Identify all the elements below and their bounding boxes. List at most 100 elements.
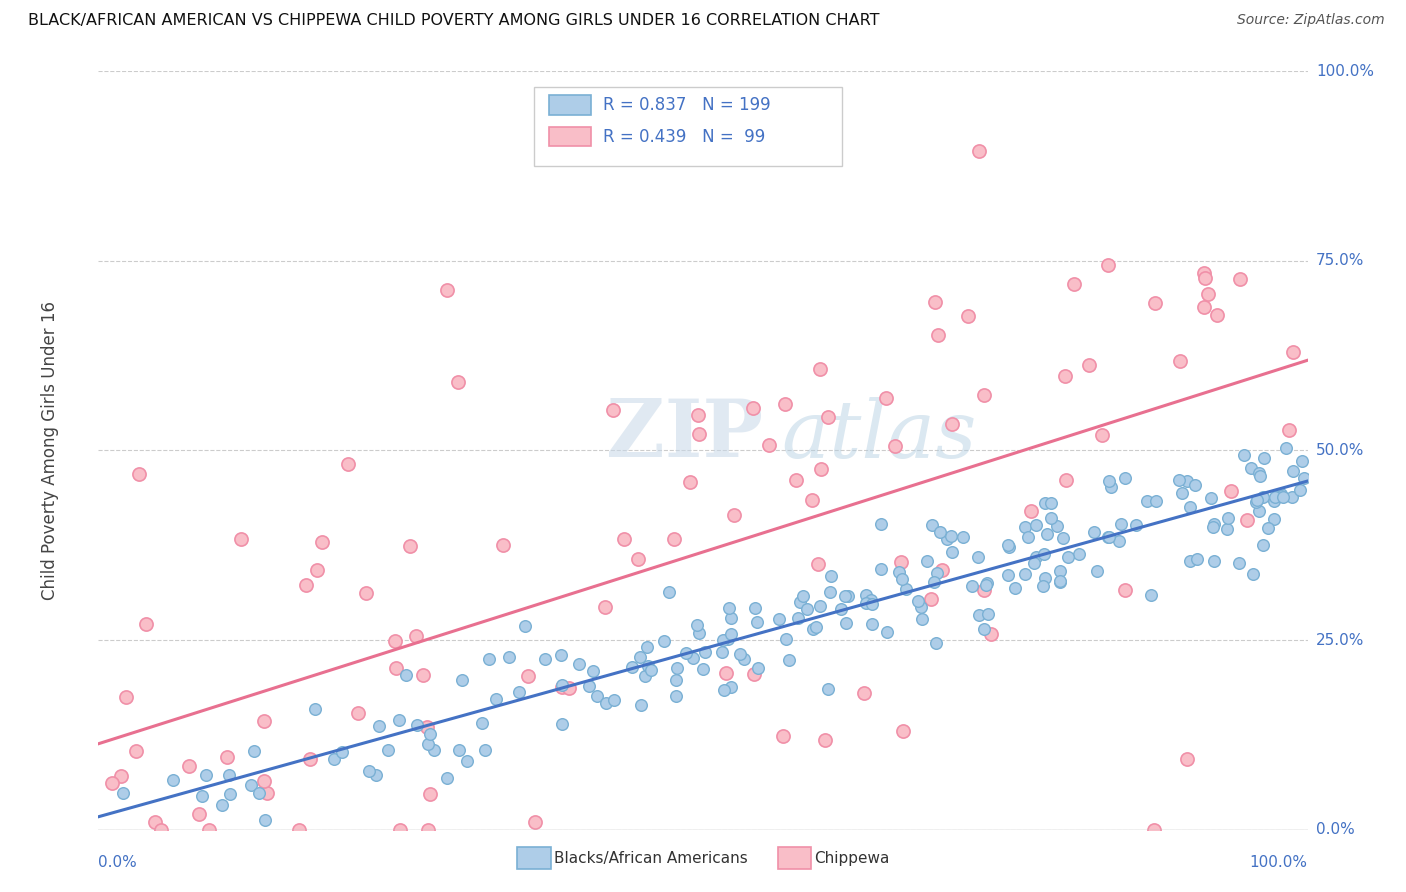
Point <box>730 647 752 661</box>
Point <box>1091 428 1114 442</box>
Point <box>447 743 470 757</box>
Point <box>834 589 856 603</box>
Point <box>613 532 636 546</box>
Point <box>717 600 740 615</box>
Point <box>723 508 745 523</box>
Point <box>179 759 201 773</box>
Point <box>498 650 520 665</box>
Text: BLACK/AFRICAN AMERICAN VS CHIPPEWA CHILD POVERTY AMONG GIRLS UNDER 16 CORRELATIO: BLACK/AFRICAN AMERICAN VS CHIPPEWA CHILD… <box>28 13 880 29</box>
Point <box>939 529 962 543</box>
Point <box>1178 500 1201 515</box>
Point <box>595 696 617 710</box>
Point <box>1227 557 1250 571</box>
Point <box>1114 582 1136 597</box>
Point <box>967 144 990 158</box>
Point <box>921 517 943 532</box>
Point <box>976 575 998 590</box>
Text: ZIP: ZIP <box>606 396 763 475</box>
Point <box>1249 469 1271 483</box>
Point <box>884 440 907 454</box>
Point <box>190 789 212 803</box>
Text: R = 0.837   N = 199: R = 0.837 N = 199 <box>603 95 770 113</box>
Point <box>229 532 252 546</box>
Point <box>1264 490 1286 504</box>
Point <box>855 588 877 602</box>
Point <box>288 822 311 837</box>
Point <box>399 540 422 554</box>
Point <box>389 822 412 837</box>
Point <box>758 438 780 452</box>
Point <box>688 426 710 441</box>
Point <box>808 362 831 376</box>
Point <box>891 724 914 739</box>
Point <box>997 568 1019 582</box>
Text: 0.0%: 0.0% <box>98 855 138 870</box>
Point <box>801 623 824 637</box>
Point <box>323 752 346 766</box>
Point <box>471 715 494 730</box>
Point <box>1111 516 1133 531</box>
Point <box>1202 520 1225 534</box>
Point <box>1049 565 1071 579</box>
Point <box>997 540 1019 554</box>
Point <box>1019 504 1042 518</box>
Point <box>1236 513 1258 527</box>
Point <box>1098 530 1121 544</box>
Point <box>810 462 832 476</box>
Point <box>354 586 377 600</box>
Point <box>813 733 835 747</box>
Point <box>457 755 479 769</box>
Point <box>657 584 679 599</box>
Point <box>1017 530 1039 544</box>
Point <box>1247 504 1270 518</box>
Point <box>875 391 897 405</box>
Point <box>1184 478 1206 492</box>
Point <box>1053 369 1076 384</box>
Point <box>1114 471 1136 485</box>
Point <box>1108 533 1130 548</box>
Point <box>1063 277 1085 291</box>
Point <box>1033 496 1056 510</box>
Point <box>973 388 995 402</box>
Point <box>665 689 688 703</box>
Point <box>911 612 934 626</box>
Point <box>966 549 988 564</box>
Point <box>451 673 474 688</box>
Point <box>713 682 735 697</box>
Point <box>1032 547 1054 561</box>
Point <box>1136 494 1159 508</box>
Point <box>665 673 688 687</box>
Text: Source: ZipAtlas.com: Source: ZipAtlas.com <box>1237 13 1385 28</box>
Point <box>977 607 1000 621</box>
Point <box>1289 483 1312 497</box>
Point <box>837 589 859 603</box>
Point <box>686 618 709 632</box>
Point <box>162 772 184 787</box>
Point <box>1139 588 1161 602</box>
Point <box>1054 473 1077 487</box>
Point <box>789 595 811 609</box>
Point <box>717 632 740 647</box>
Point <box>219 787 242 801</box>
Point <box>1004 581 1026 595</box>
Point <box>1202 553 1225 567</box>
Point <box>385 661 408 675</box>
Point <box>711 645 734 659</box>
Point <box>818 585 841 599</box>
Point <box>692 663 714 677</box>
Point <box>128 467 150 481</box>
Point <box>1192 301 1215 315</box>
Point <box>1257 521 1279 535</box>
Point <box>859 592 882 607</box>
Point <box>1292 471 1315 485</box>
Point <box>1177 475 1199 489</box>
Point <box>720 627 742 641</box>
Point <box>1251 538 1274 552</box>
Point <box>1229 272 1251 286</box>
Point <box>305 563 328 577</box>
Point <box>1125 518 1147 533</box>
Point <box>1014 520 1036 534</box>
Point <box>679 475 702 489</box>
Point <box>295 578 318 592</box>
Point <box>855 597 877 611</box>
